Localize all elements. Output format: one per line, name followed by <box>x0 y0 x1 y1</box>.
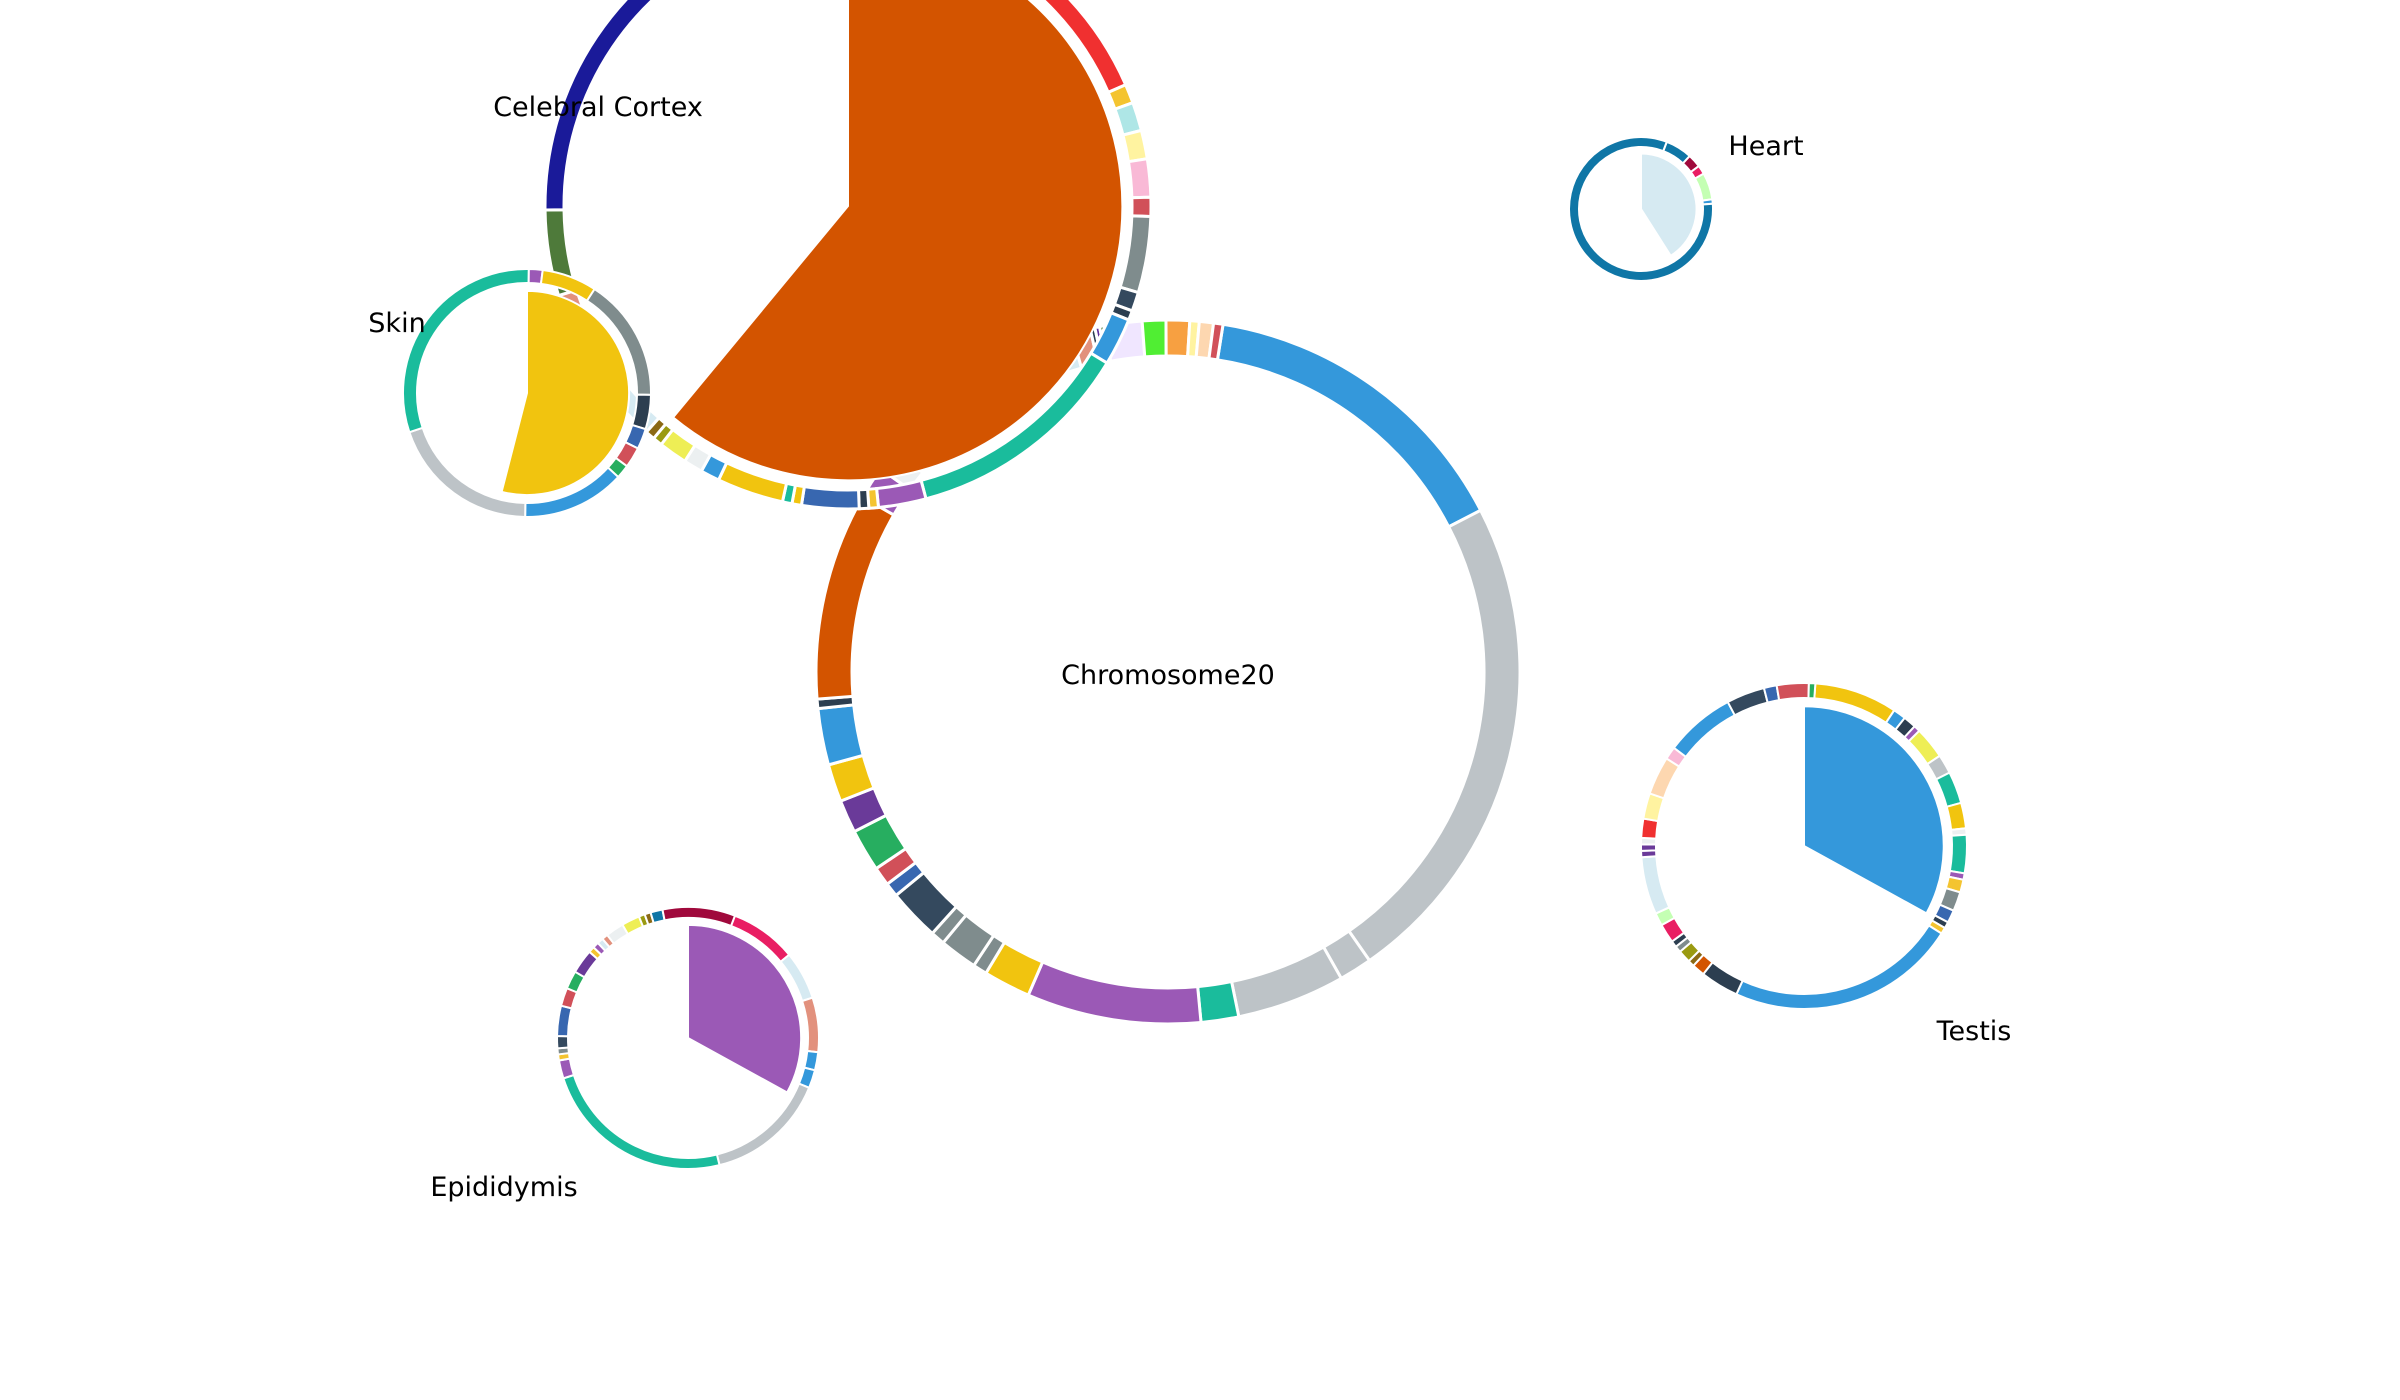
chromosome20-ring-segment-35 <box>1164 318 1192 359</box>
heart-label: Heart <box>1728 131 1803 162</box>
skin-group: Skin <box>368 267 653 519</box>
chromosome20-ring-segment-18 <box>814 495 896 701</box>
epididymis-group: Epididymis <box>430 906 820 1203</box>
celebral-cortex-ring-segment-3 <box>1121 128 1150 164</box>
testis-ring-segment-6 <box>1934 771 1963 809</box>
skin-ring <box>402 267 653 519</box>
chromosome20-ring-segment-5 <box>1026 960 1203 1026</box>
epididymis-ring-segment-5 <box>715 1082 811 1167</box>
epididymis-ring-segment-11 <box>555 1004 573 1038</box>
testis-ring-segment-37 <box>1807 682 1817 700</box>
chromosome20-ring-segment-38 <box>1207 321 1225 362</box>
testis-group: Testis <box>1640 682 2012 1047</box>
celebral-cortex-ring-segment-26 <box>543 0 655 212</box>
skin-wedge <box>500 289 631 497</box>
chromosome20-ring-segment-16 <box>816 703 866 767</box>
testis-ring-segment-7 <box>1945 801 1968 831</box>
celebral-cortex-ring-segment-6 <box>1118 214 1153 295</box>
skin-ring-segment-9 <box>539 268 596 303</box>
heart-group: Heart <box>1568 131 1804 282</box>
epididymis-ring-segment-7 <box>557 1057 576 1080</box>
heart-ring-segment-3 <box>1693 172 1714 202</box>
testis-wedge <box>1803 705 1945 915</box>
epididymis-wedge <box>687 923 803 1094</box>
chromosome20-ring-segment-34 <box>1140 318 1168 359</box>
epididymis-ring-segment-24 <box>661 906 737 928</box>
epididymis-ring-segment-6 <box>562 1073 721 1170</box>
chromosome20-ring-segment-3 <box>1229 945 1344 1019</box>
testis-ring <box>1640 682 1968 1010</box>
epididymis-ring <box>555 906 820 1170</box>
chromosome20-label: Chromosome20 <box>1061 660 1275 691</box>
celebral-cortex-ring-segment-4 <box>1126 157 1153 200</box>
testis-ring-segment-25 <box>1640 855 1671 915</box>
epididymis-label: Epididymis <box>430 1172 577 1203</box>
testis-ring-segment-36 <box>1775 682 1810 702</box>
chromosome20-ring-segment-0 <box>1215 322 1483 529</box>
chromosome20-ring-segment-1 <box>1346 508 1522 963</box>
celebral-cortex-ring-segment-5 <box>1130 195 1153 219</box>
testis-label: Testis <box>1936 1016 2012 1047</box>
chromosome20-ring-segment-4 <box>1196 979 1241 1025</box>
testis-ring-segment-33 <box>1672 700 1737 759</box>
heart-ring <box>1568 136 1714 282</box>
heart-wedge <box>1640 152 1698 258</box>
skin-label: Skin <box>368 308 425 339</box>
testis-ring-segment-34 <box>1726 686 1769 717</box>
heart-ring-segment-5 <box>1568 136 1714 282</box>
skin-ring-segment-7 <box>402 268 530 434</box>
celebral-cortex-ring-segment-14 <box>799 484 861 511</box>
testis-ring-segment-9 <box>1948 833 1968 875</box>
testis-ring-segment-16 <box>1735 924 1943 1010</box>
celebral-cortex-label: Celebral Cortex <box>493 92 703 123</box>
celebral-cortex-wedge <box>671 0 1124 482</box>
epididymis-ring-segment-2 <box>800 996 820 1054</box>
epididymis-ring-segment-10 <box>556 1035 570 1050</box>
